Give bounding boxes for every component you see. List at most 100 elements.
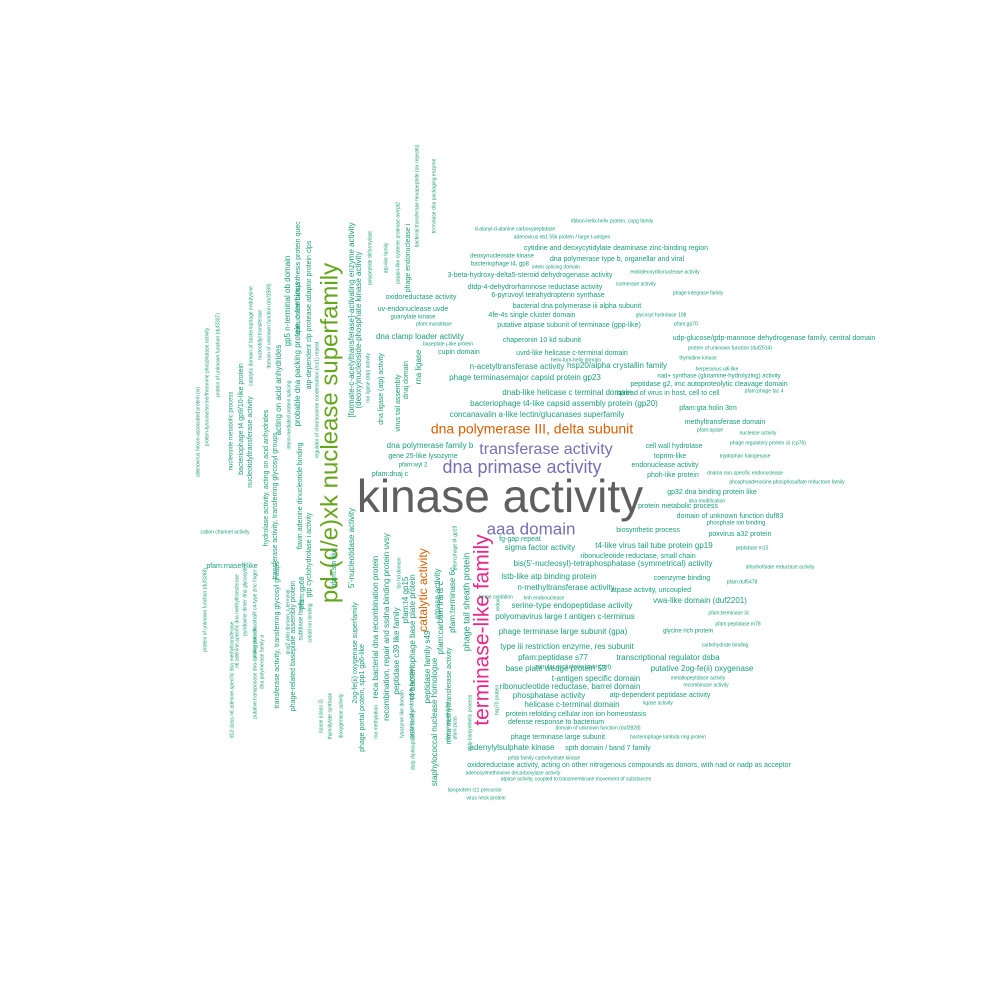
cloud-word: phosphoadenosine phosphosulfate reductas… bbox=[729, 479, 845, 485]
cloud-word: gene 25-like lysozyme bbox=[388, 453, 457, 460]
cloud-word: endonuclease activity bbox=[632, 462, 699, 469]
cloud-word: hsp70 protein bbox=[494, 685, 500, 716]
cloud-word: t4-like virus tail tube protein gp19 bbox=[595, 541, 713, 550]
cloud-word: atp-dependent clp protease adaptor prote… bbox=[306, 240, 313, 389]
cloud-word: pfam:wyl 2 bbox=[399, 463, 428, 469]
cloud-word: cupin domain bbox=[438, 349, 480, 356]
cloud-word: protein of unknown function bbox=[410, 665, 416, 738]
cloud-word: intein-mediated protein splicing bbox=[286, 380, 292, 449]
cloud-word: pfam:phage tac 4 bbox=[745, 388, 784, 394]
cloud-word: pyridoxine dimer dna glycosylase bbox=[242, 562, 248, 636]
cloud-word: aaa domain bbox=[487, 519, 576, 538]
cloud-word: lipoprotein rz1 precursor bbox=[448, 787, 502, 793]
cloud-word: dnama non-specific endonuclease bbox=[707, 470, 783, 476]
cloud-word: peptidase c39 like family bbox=[392, 607, 401, 694]
cloud-word: transferase activity, transferring glyco… bbox=[272, 432, 279, 580]
cloud-word: ribonucleotide reductase, small chain bbox=[580, 553, 695, 560]
cloud-word: concanavalin a-like lectin/glucanases su… bbox=[450, 410, 625, 419]
cloud-word: nucleotidyl transferase bbox=[257, 310, 263, 360]
cloud-word: cobalt ion binding bbox=[307, 603, 313, 642]
cloud-word: flavin adenine dinucleotide binding bbox=[297, 442, 304, 549]
cloud-word: serine-type endopeptidase activity bbox=[512, 601, 633, 610]
cloud-word: pfam:gp68 bbox=[299, 576, 306, 609]
cloud-word: pfam:terminase 6c bbox=[448, 567, 457, 633]
cloud-word: t-antigen specific domain bbox=[552, 674, 641, 683]
cloud-word: herpesvirus ul6 like bbox=[696, 366, 739, 372]
cloud-word: adenovirus hexon-associated protein (ix) bbox=[195, 387, 201, 477]
cloud-word: hydrolase activity, acting on acid anhyd… bbox=[263, 409, 270, 546]
cloud-word: rna ligase bbox=[414, 349, 423, 384]
cloud-word: pfam:apase bbox=[697, 427, 723, 433]
cloud-word: (deoxy)nucleoside-phosphate kinase activ… bbox=[354, 252, 363, 409]
cloud-word: dtdp biosynthetic process bbox=[467, 694, 473, 751]
cloud-word: dna polymerase III, delta subunit bbox=[431, 421, 633, 437]
cloud-word: deoxynucleoside kinase bbox=[470, 254, 534, 260]
cloud-word: baseplate j-like protein bbox=[423, 341, 473, 347]
cloud-word: d12 class n6 adenine-specific dna methyl… bbox=[229, 622, 235, 739]
cloud-word: kinase activity bbox=[357, 470, 643, 522]
cloud-word: peptidase family s49 bbox=[423, 630, 432, 703]
cloud-word: t4 bacteriophage base plate protein bbox=[408, 574, 417, 699]
cloud-word: polyomavirus large t antigen c-terminus bbox=[495, 612, 635, 621]
cloud-word: staphylococcal nuclease homologue bbox=[430, 657, 439, 786]
cloud-word: domain of unknown function (duf2828) bbox=[555, 725, 640, 731]
cloud-word: pfam:phage t4 gp19 bbox=[452, 526, 458, 571]
cloud-word: pfam:peptidase s77 bbox=[518, 653, 588, 662]
cloud-word: qcal2 alkb domain, c-terminal bbox=[285, 589, 291, 654]
cloud-word: atp-dependent peptidase activity bbox=[610, 692, 711, 699]
cloud-word: intein splicing domain bbox=[532, 264, 580, 270]
cloud-word: bacteriophage t4 gp9/10-like protein bbox=[238, 363, 245, 475]
cloud-word: adenovirus eb1 55k protein / large t-ant… bbox=[514, 234, 611, 240]
cloud-word: phage tail sheath protein bbox=[461, 553, 471, 652]
cloud-word: udp-glucose/gdp-mannose dehydrogenase fa… bbox=[673, 335, 876, 342]
cloud-word: nucleotidyltransferase activity bbox=[247, 396, 254, 488]
cloud-word: putative atpase subunit of terminase (gp… bbox=[497, 322, 641, 329]
cloud-word: prfab family carbohydrate kinase bbox=[508, 755, 580, 761]
cloud-word: cell wall hydrolase bbox=[646, 443, 703, 450]
cloud-word: pfam:mog an bind bbox=[445, 702, 451, 742]
cloud-word: terminase dna packaging enzyme bbox=[431, 158, 437, 233]
cloud-word: endodeoxyribonuclease activity bbox=[630, 269, 700, 275]
cloud-word: dna clamp loader activity bbox=[376, 332, 464, 341]
cloud-word: queuosine biosynthesis protein quec bbox=[295, 221, 302, 335]
cloud-word: phage integrase family bbox=[673, 290, 724, 296]
cloud-word: peptidase g2, imc autoproteolytic cleava… bbox=[630, 381, 787, 388]
cloud-word: bacteriophage lambda ring protein bbox=[630, 734, 706, 740]
cloud-word: bis(5'-nucleosyl)-tetraphosphatase (symm… bbox=[514, 559, 713, 568]
cloud-word: bacteriophage t4, gp8 bbox=[471, 262, 530, 268]
cloud-word: bacterial transferase hexapeptide (six r… bbox=[414, 144, 420, 247]
cloud-word: defense response to bacterium bbox=[508, 719, 604, 726]
cloud-word: pfam:sm like bbox=[331, 548, 338, 587]
cloud-word: recombinase activity bbox=[683, 682, 729, 688]
cloud-word: pfam:peptidase m78 bbox=[715, 621, 761, 627]
cloud-word: dna modification bbox=[689, 498, 726, 504]
cloud-word: dnaj domain bbox=[403, 361, 410, 399]
cloud-word: tss hd domain bbox=[396, 557, 402, 588]
cloud-word: dnab-like helicase c terminal domain bbox=[502, 388, 631, 397]
cloud-word: phosphate ion binding bbox=[707, 521, 766, 527]
cloud-word: 6-pyruvoyl tetrahydropterin synthase bbox=[491, 292, 604, 299]
cloud-word: transferase activity bbox=[479, 441, 612, 458]
cloud-word: phage-related baseplate assembly protein bbox=[290, 581, 297, 711]
cloud-word: helicase c-terminal domain bbox=[524, 700, 619, 709]
cloud-word: spread of virus in host, cell to cell bbox=[616, 390, 720, 397]
cloud-word: heme oxidation bbox=[479, 594, 513, 600]
cloud-word: protein of unknown function (duf3307) bbox=[215, 313, 221, 397]
cloud-word: lysozyme like domain bbox=[399, 690, 405, 738]
cloud-word: peptidase m15 bbox=[736, 545, 769, 551]
cloud-word: uvrd-like helicase c-terminal domain bbox=[516, 350, 628, 357]
cloud-word: 4fe-4s single cluster domain bbox=[488, 312, 575, 319]
cloud-word: adenosylmethionine decarboxylase activit… bbox=[466, 770, 561, 776]
cloud-word: protein of unknown function (duf2514) bbox=[688, 345, 772, 351]
cloud-word: tryptophan halogenase bbox=[720, 453, 771, 459]
cloud-word: adenylylsulphate kinase bbox=[470, 743, 555, 752]
cloud-word: nucleoside metabolic process bbox=[229, 392, 235, 471]
cloud-word: 2og-fe(ii) oxygenase superfamily bbox=[352, 602, 359, 704]
cloud-word: protein of unknown function (duf3268) bbox=[202, 568, 208, 652]
cloud-word: dna polymerase family b bbox=[387, 441, 474, 450]
cloud-word: dna ligase (atp) activity bbox=[378, 353, 385, 425]
cloud-word: sigma factor activity bbox=[505, 543, 575, 552]
cloud-word: atpase activity bbox=[433, 569, 442, 620]
cloud-word: pd-(d/e)xk nuclease superfamily bbox=[316, 263, 343, 603]
cloud-word: dtdp-4-dehydrorhamnose reductase activit… bbox=[468, 284, 603, 291]
